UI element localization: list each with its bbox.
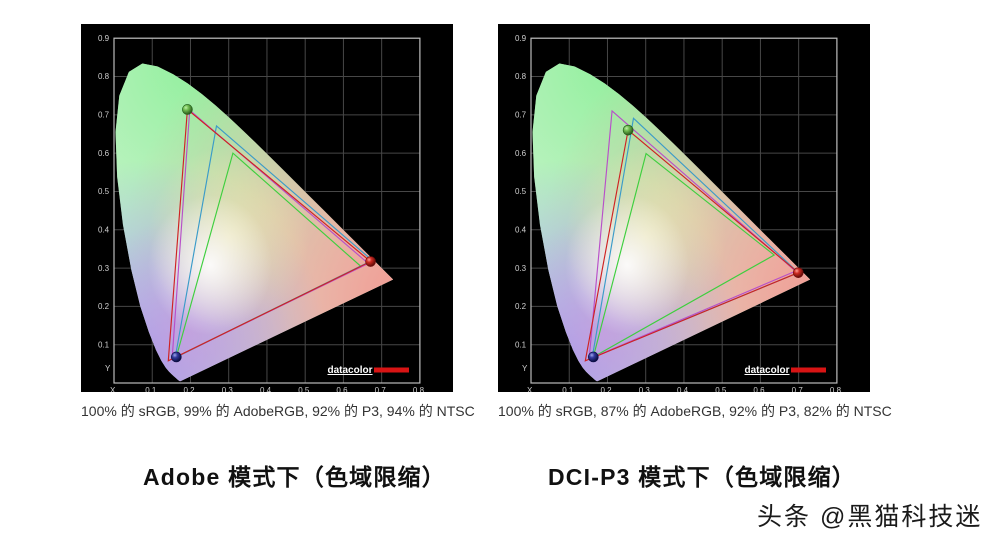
svg-text:0.3: 0.3 (515, 264, 527, 273)
svg-text:X: X (110, 386, 116, 392)
svg-text:datacolor: datacolor (328, 365, 373, 376)
svg-text:0.1: 0.1 (145, 386, 157, 392)
svg-text:X: X (527, 386, 533, 392)
svg-text:0.8: 0.8 (515, 72, 527, 81)
svg-text:0.3: 0.3 (639, 386, 651, 392)
svg-text:0.4: 0.4 (260, 386, 272, 392)
svg-text:0.2: 0.2 (183, 386, 195, 392)
svg-text:Y: Y (522, 364, 528, 373)
svg-text:0.2: 0.2 (515, 302, 527, 311)
svg-text:0.7: 0.7 (98, 111, 110, 120)
svg-text:0.5: 0.5 (98, 187, 110, 196)
svg-text:0.2: 0.2 (98, 302, 110, 311)
svg-text:0.4: 0.4 (515, 225, 527, 234)
svg-text:0.4: 0.4 (98, 225, 110, 234)
svg-text:0.2: 0.2 (600, 386, 612, 392)
svg-text:0.9: 0.9 (98, 34, 110, 43)
svg-text:0.6: 0.6 (98, 149, 110, 158)
svg-text:0.6: 0.6 (515, 149, 527, 158)
svg-text:0.5: 0.5 (715, 386, 727, 392)
svg-text:0.6: 0.6 (753, 386, 765, 392)
svg-text:0.7: 0.7 (515, 111, 527, 120)
svg-text:0.1: 0.1 (562, 386, 574, 392)
svg-text:0.8: 0.8 (98, 72, 110, 81)
svg-text:0.1: 0.1 (515, 340, 527, 349)
svg-text:0.7: 0.7 (375, 386, 387, 392)
svg-text:0.4: 0.4 (677, 386, 689, 392)
svg-text:0.5: 0.5 (298, 386, 310, 392)
svg-text:0.1: 0.1 (98, 340, 110, 349)
svg-text:0.9: 0.9 (515, 34, 527, 43)
svg-text:0.8: 0.8 (830, 386, 842, 392)
svg-text:0.6: 0.6 (336, 386, 348, 392)
svg-text:Y: Y (105, 364, 111, 373)
svg-text:0.5: 0.5 (515, 187, 527, 196)
svg-text:0.7: 0.7 (792, 386, 804, 392)
svg-text:0.3: 0.3 (98, 264, 110, 273)
svg-text:0.3: 0.3 (222, 386, 234, 392)
svg-text:datacolor: datacolor (745, 365, 790, 376)
svg-text:0.8: 0.8 (413, 386, 425, 392)
